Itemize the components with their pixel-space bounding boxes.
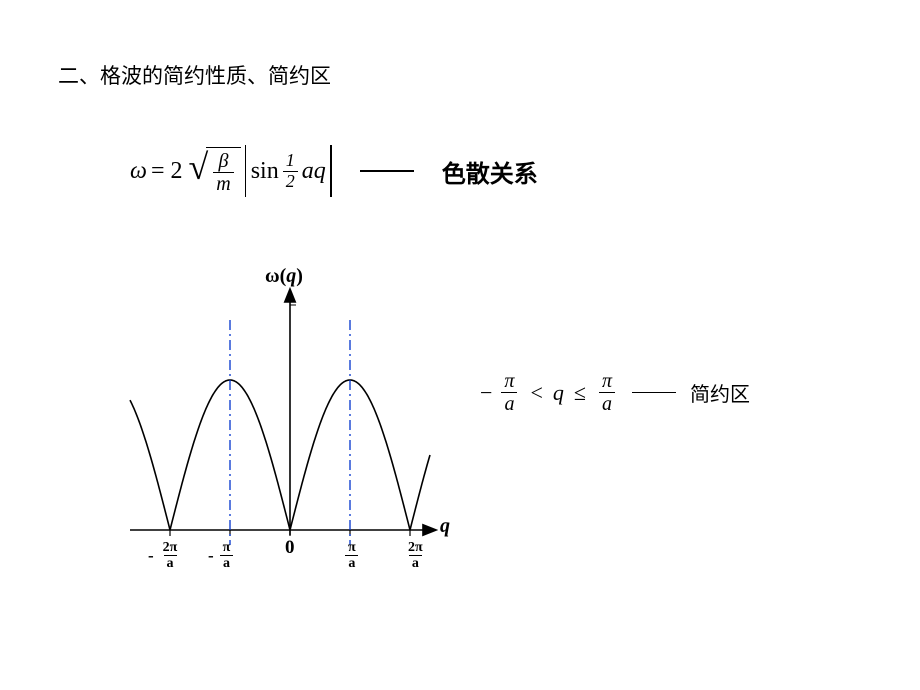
- tick-label: 2πa: [402, 540, 429, 572]
- dash-icon: [632, 392, 676, 394]
- x-axis-label: q: [440, 515, 450, 538]
- minus-sign: −: [480, 380, 492, 406]
- less-than: <: [530, 380, 542, 406]
- equals-two: = 2: [151, 158, 183, 185]
- page: 二、格波的简约性质、简约区 ω = 2 √ β m sin 1 2: [0, 0, 920, 690]
- a-den-left: a: [501, 392, 517, 415]
- section-heading: 二、格波的简约性质、简约区: [58, 60, 331, 90]
- y-axis-label: ω(q): [265, 265, 303, 288]
- half-frac: 1 2: [283, 151, 298, 192]
- dash-icon: [360, 170, 414, 172]
- brillouin-zone-label: 简约区: [690, 378, 750, 407]
- dispersion-formula: ω = 2 √ β m sin 1 2 aq: [130, 145, 332, 197]
- omega-var: ω: [130, 158, 147, 185]
- brillouin-zone-expr: − π a < q ≤ π a: [480, 370, 618, 415]
- aq-var: aq: [302, 158, 326, 185]
- dispersion-chart: ω(q) q -2πa -πa 0 πa 2πa: [100, 265, 450, 585]
- beta-over-m-frac: β m: [213, 150, 233, 195]
- frac-num: β: [216, 150, 232, 172]
- less-eq: ≤: [574, 380, 586, 406]
- sqrt-icon: √ β m: [189, 147, 241, 195]
- tick-label: 0: [285, 537, 295, 559]
- pi-over-a-left: π a: [501, 370, 517, 415]
- tick-label: -πa: [208, 540, 236, 572]
- q-var: q: [553, 380, 564, 406]
- abs-group: sin 1 2 aq: [245, 145, 332, 197]
- pi-over-a-right: π a: [599, 370, 615, 415]
- brillouin-zone-row: − π a < q ≤ π a 简约区: [480, 370, 750, 415]
- tick-label: -2πa: [148, 540, 183, 572]
- half-num: 1: [283, 151, 298, 171]
- pi-num-left: π: [501, 370, 517, 392]
- half-den: 2: [283, 171, 298, 192]
- a-den-right: a: [599, 392, 615, 415]
- frac-den: m: [213, 172, 233, 195]
- tick-label: πa: [342, 540, 362, 572]
- pi-num-right: π: [599, 370, 615, 392]
- dispersion-formula-row: ω = 2 √ β m sin 1 2 aq 色散关: [130, 145, 538, 197]
- sin-func: sin: [251, 158, 279, 185]
- chart-svg: [100, 265, 450, 585]
- dispersion-label: 色散关系: [442, 154, 538, 189]
